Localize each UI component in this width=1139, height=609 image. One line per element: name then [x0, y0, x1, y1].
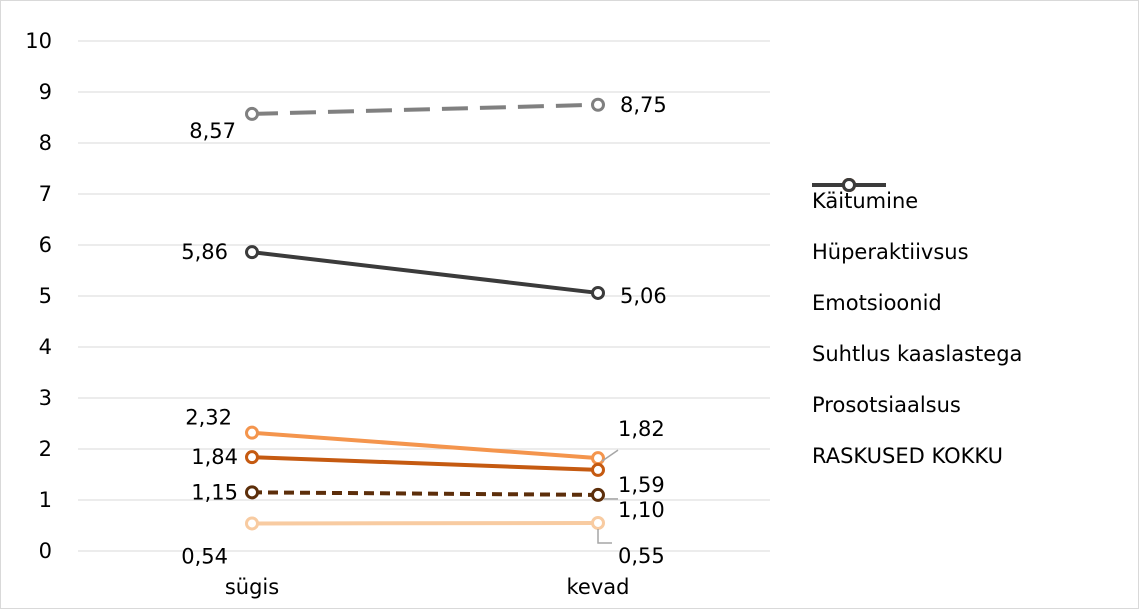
y-tick-label: 4 [39, 335, 52, 359]
y-tick-label: 10 [25, 29, 52, 53]
data-label: 2,32 [185, 406, 232, 430]
y-tick-label: 6 [39, 233, 52, 257]
legend-item: RASKUSED KOKKU [812, 178, 1132, 481]
legend-label: RASKUSED KOKKU [812, 443, 1003, 468]
data-point [245, 245, 259, 260]
series-line [251, 455, 599, 472]
legend-item: Hüperaktiivsus [812, 178, 1132, 277]
data-point [591, 462, 605, 477]
data-point [591, 285, 605, 300]
x-tick-label: kevad [567, 575, 630, 599]
data-labels: 0,54 0,55 2,32 1,82 1,84 1,59 1,15 1,10 8,57 8,75… [181, 93, 667, 569]
legend-label: Prosotsiaalsus [812, 392, 961, 417]
y-tick-label: 7 [39, 182, 52, 206]
y-tick-label: 3 [39, 386, 52, 410]
label-leader-lines [597, 449, 619, 544]
data-point [245, 106, 259, 121]
series-1 [245, 515, 605, 531]
data-label: 8,57 [189, 119, 236, 143]
legend-label: Hüperaktiivsus [812, 239, 969, 264]
data-point [591, 515, 605, 530]
data-label: 1,59 [618, 473, 665, 497]
leader-line [597, 528, 612, 544]
legend-label: Suhtlus kaaslastega [812, 341, 1023, 366]
y-tick-label: 5 [39, 284, 52, 308]
legend-item: Prosotsiaalsus [812, 178, 1132, 430]
gridlines [78, 40, 770, 552]
legend-item: Suhtlus kaaslastega [812, 178, 1132, 379]
leader-line [601, 449, 619, 462]
series-4 [245, 485, 605, 502]
data-point [591, 97, 605, 112]
data-label: 5,86 [181, 240, 228, 264]
legend-marker [842, 178, 856, 192]
legend-swatch [812, 178, 886, 192]
series-line [251, 430, 599, 461]
series-line [251, 520, 599, 526]
data-point [245, 485, 259, 500]
data-point [591, 451, 605, 466]
x-tick-label: sügis [225, 575, 279, 599]
legend-label: Käitumine [812, 188, 919, 213]
data-label: 1,84 [191, 445, 238, 469]
x-axis-tick-labels: sügis kevad [225, 575, 630, 599]
data-point [245, 450, 259, 465]
series-line [251, 102, 599, 116]
y-tick-label: 1 [39, 488, 52, 512]
legend: Käitumine Hüperaktiivsus Emotsioonid Suhtlu… [812, 175, 1132, 481]
data-point [245, 516, 259, 531]
data-label: 0,55 [618, 544, 665, 568]
data-point [245, 425, 259, 440]
series-line [251, 490, 599, 497]
data-label: 5,06 [620, 284, 667, 308]
legend-item: Emotsioonid [812, 178, 1132, 328]
series-6 [245, 245, 605, 300]
y-tick-label: 9 [39, 80, 52, 104]
data-label: 1,10 [618, 498, 665, 522]
data-label: 1,82 [618, 417, 665, 441]
data-point [591, 487, 605, 502]
data-label: 0,54 [181, 544, 228, 568]
series-2 [245, 425, 605, 466]
y-axis-tick-labels: 0 1 2 3 4 5 6 7 8 9 10 [25, 29, 52, 563]
data-label: 1,15 [191, 480, 238, 504]
y-tick-label: 2 [39, 437, 52, 461]
series-3 [245, 450, 605, 477]
series-5 [245, 97, 605, 121]
y-tick-label: 0 [39, 539, 52, 563]
legend-label: Emotsioonid [812, 290, 942, 315]
series-line [251, 250, 599, 295]
series-lines [245, 97, 605, 531]
data-label: 8,75 [620, 93, 667, 117]
y-tick-label: 8 [39, 131, 52, 155]
